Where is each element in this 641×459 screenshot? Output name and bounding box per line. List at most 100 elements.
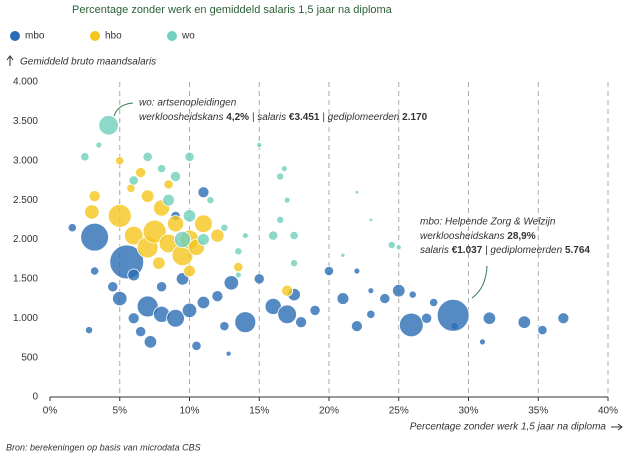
bubble: [142, 151, 153, 162]
bubble: [276, 172, 285, 181]
bubble: [368, 217, 374, 223]
bubble: [482, 311, 497, 325]
bubble: [366, 309, 376, 319]
annotation-part: | gediplomeerden: [320, 112, 403, 123]
legend-label: mbo: [25, 31, 45, 42]
bubble: [281, 284, 294, 297]
bubble: [268, 230, 279, 241]
bubble: [156, 281, 168, 293]
bubble: [241, 232, 249, 239]
annotation-part: 5.764: [565, 245, 590, 256]
bubble: [123, 225, 144, 246]
bubble: [112, 290, 128, 307]
bubble: [167, 215, 185, 233]
bubble: [220, 223, 229, 232]
bubble: [479, 338, 486, 346]
bubble: [408, 290, 417, 299]
bubble: [142, 219, 167, 244]
bubble: [135, 326, 147, 338]
annotation-part: 28,9%: [507, 231, 535, 242]
bubble: [379, 293, 391, 305]
bubble: [309, 304, 321, 316]
bubble: [166, 308, 185, 328]
bubble: [196, 295, 211, 310]
bubble: [90, 266, 100, 276]
bubble: [107, 281, 119, 293]
y-tick-label: 4.000: [13, 77, 38, 88]
bubble: [107, 203, 132, 228]
bubble: [140, 189, 155, 203]
x-tick-label: 30%: [458, 406, 478, 417]
bubble: [219, 321, 230, 332]
bubble: [163, 179, 174, 190]
bubble: [128, 175, 139, 186]
bubble: [234, 247, 243, 256]
legend-marker: [90, 31, 100, 41]
annotation-part: werkloosheidskans: [139, 112, 226, 123]
y-tick-label: 3.000: [13, 155, 38, 166]
bubble: [295, 316, 308, 329]
bubble: [170, 170, 182, 183]
x-tick-label: 10%: [179, 406, 199, 417]
annotation-part: 2.170: [402, 112, 427, 123]
source: Bron: berekeningen op basis van microdat…: [6, 442, 201, 452]
legend-marker: [167, 31, 177, 41]
bubble: [436, 298, 470, 332]
annotation-line: werkloosheidskans 4,2% | salaris €3.451 …: [139, 112, 428, 123]
annotation-title: wo: artsenopleidingen: [139, 98, 237, 109]
annotation-part: €1.037: [452, 245, 483, 256]
bubble: [421, 312, 433, 324]
bubble: [191, 340, 202, 351]
annotation-part: werkloosheidskans: [420, 231, 507, 242]
bubble: [88, 190, 101, 203]
x-tick-label: 40%: [598, 406, 618, 417]
y-tick-label: 0: [32, 392, 38, 403]
x-tick-label: 20%: [319, 406, 339, 417]
bubble: [283, 196, 291, 204]
bubble: [115, 156, 125, 166]
y-arrow: [6, 55, 14, 66]
annotation-part: | salaris: [249, 112, 289, 123]
bubble: [210, 228, 225, 243]
bubble: [392, 283, 406, 298]
annotation-arrow: [113, 102, 134, 117]
bubble: [557, 312, 570, 325]
bubble: [223, 275, 240, 291]
annotation-line: salaris €1.037 | gediplomeerden 5.764: [420, 245, 590, 256]
bubble: [143, 335, 158, 349]
x-tick-label: 5%: [113, 406, 128, 417]
bubble: [136, 295, 159, 318]
bubble: [197, 186, 210, 199]
bubble: [181, 302, 198, 319]
bubble: [183, 264, 196, 278]
bubble: [182, 209, 197, 223]
bubble: [85, 326, 94, 335]
x-tick-label: 0%: [43, 406, 58, 417]
bubble: [234, 271, 242, 279]
legend-label: hbo: [105, 31, 122, 42]
y-tick-label: 2.500: [13, 195, 38, 206]
bubble: [323, 265, 335, 277]
bubble: [211, 290, 224, 303]
bubble: [537, 324, 548, 336]
bubble: [354, 189, 360, 195]
bubble: [233, 261, 244, 273]
y-tick-label: 1.500: [13, 274, 38, 285]
bubble: [280, 165, 288, 172]
bubble: [336, 292, 350, 305]
bubble: [290, 259, 299, 268]
bubble: [395, 244, 402, 251]
bubble: [95, 141, 103, 149]
annotation-part: | gediplomeerden: [482, 245, 565, 256]
bubble: [152, 256, 166, 270]
bubble: [353, 267, 361, 275]
bubble: [80, 152, 90, 162]
bubble: [162, 193, 175, 207]
annotation-arrow: [471, 265, 488, 299]
y-tick-label: 500: [21, 352, 38, 363]
x-tick-label: 25%: [389, 406, 409, 417]
bubble: [157, 164, 167, 174]
bubble: [276, 215, 285, 224]
bubble: [340, 252, 346, 258]
bubble: [277, 304, 297, 325]
